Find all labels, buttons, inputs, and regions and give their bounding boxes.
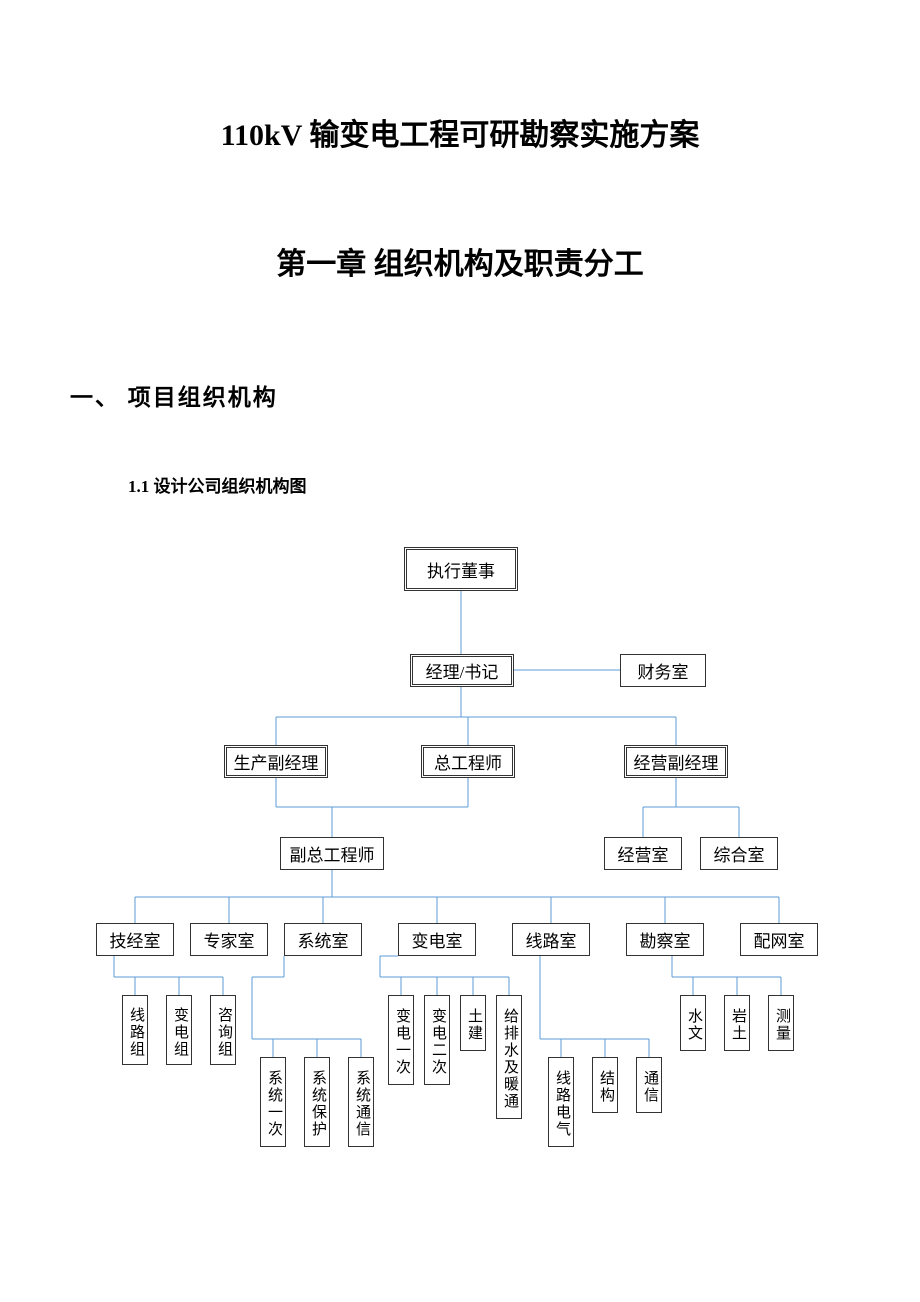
org-node-l7: 变电一次 [388, 995, 414, 1085]
org-node-vp_biz: 经营副经理 [624, 745, 728, 778]
org-node-l5: 系统保护 [304, 1057, 330, 1147]
chapter-title: 第一章 组织机构及职责分工 [0, 239, 920, 283]
org-node-d4: 变电室 [398, 923, 476, 956]
document-title: 110kV 输变电工程可研勘察实施方案 [0, 110, 920, 154]
org-node-root: 执行董事 [404, 547, 518, 591]
org-node-l1: 线路组 [122, 995, 148, 1065]
org-node-l11: 线路电气 [548, 1057, 574, 1147]
org-node-l3: 咨询组 [210, 995, 236, 1065]
section-heading: 一、 项目组织机构 [70, 378, 920, 412]
org-node-l9: 土建 [460, 995, 486, 1051]
org-node-d5: 线路室 [512, 923, 590, 956]
org-node-l2: 变电组 [166, 995, 192, 1065]
org-node-l13: 通信 [636, 1057, 662, 1113]
org-node-l16: 测量 [768, 995, 794, 1051]
org-node-chief: 总工程师 [421, 745, 515, 778]
org-node-d6: 勘察室 [626, 923, 704, 956]
org-node-vp_prod: 生产副经理 [224, 745, 328, 778]
org-node-l12: 结构 [592, 1057, 618, 1113]
org-chart: 执行董事经理/书记 财务室生产副经理 总工程师 经营副经理副总工程师 经营室综合室技经室… [0, 547, 920, 1217]
org-node-l8: 变电二次 [424, 995, 450, 1085]
org-node-d3: 系统室 [284, 923, 362, 956]
org-node-mgr: 经理/书记 [410, 654, 514, 687]
org-node-l14: 水文 [680, 995, 706, 1051]
org-node-d7: 配网室 [740, 923, 818, 956]
org-node-d2: 专家室 [190, 923, 268, 956]
org-node-fin: 财务室 [620, 654, 706, 687]
org-node-l6: 系统通信 [348, 1057, 374, 1147]
org-node-biz: 经营室 [604, 837, 682, 870]
org-node-d1: 技经室 [96, 923, 174, 956]
org-node-l10: 给排水及暖通 [496, 995, 522, 1119]
org-node-l4: 系统一次 [260, 1057, 286, 1147]
org-node-gen: 综合室 [700, 837, 778, 870]
org-node-l15: 岩土 [724, 995, 750, 1051]
subsection-heading: 1.1 设计公司组织机构图 [128, 472, 920, 497]
org-node-dchief: 副总工程师 [280, 837, 384, 870]
chart-connectors [0, 547, 920, 1217]
